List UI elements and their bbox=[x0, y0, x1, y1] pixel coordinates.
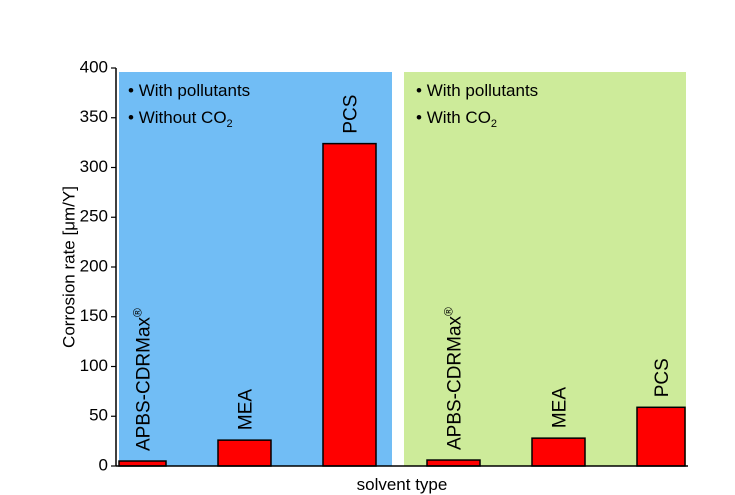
bar-label-1-pcs: PCS bbox=[341, 95, 362, 134]
bar-1-pcs bbox=[322, 142, 377, 467]
note-2-1: • With pollutants bbox=[416, 81, 538, 100]
note-2-2: • With CO2 bbox=[416, 108, 497, 130]
panel-right bbox=[404, 72, 686, 466]
y-tick-label: 300 bbox=[80, 157, 108, 176]
note-1-1: • With pollutants bbox=[128, 81, 250, 100]
y-tick-label: 0 bbox=[99, 455, 108, 474]
bar-label-1-mea: MEA bbox=[236, 389, 257, 431]
bar-label-2-apbs-cdrmax: APBS-CDRMax® bbox=[442, 307, 466, 450]
y-tick-label: 150 bbox=[80, 306, 108, 325]
y-tick-label: 200 bbox=[80, 256, 108, 275]
y-tick-label: 350 bbox=[80, 107, 108, 126]
y-axis-label: Corrosion rate [μm/Y] bbox=[59, 186, 78, 348]
y-tick-label: 400 bbox=[80, 57, 108, 76]
note-1-2: • Without CO2 bbox=[128, 108, 233, 130]
bar-label-2-mea: MEA bbox=[550, 387, 571, 429]
bar-2-mea bbox=[531, 437, 586, 467]
x-axis-label: solvent type bbox=[357, 475, 448, 494]
y-tick-label: 100 bbox=[80, 356, 108, 375]
bar-2-pcs bbox=[636, 406, 686, 467]
y-tick-label: 250 bbox=[80, 207, 108, 226]
bar-2-apbs-cdrmax bbox=[426, 459, 481, 467]
bar-label-2-pcs: PCS bbox=[652, 358, 673, 397]
bar-1-mea bbox=[217, 439, 272, 467]
y-tick-label: 50 bbox=[89, 406, 108, 425]
bar-label-1-apbs-cdrmax: APBS-CDRMax® bbox=[131, 308, 155, 451]
